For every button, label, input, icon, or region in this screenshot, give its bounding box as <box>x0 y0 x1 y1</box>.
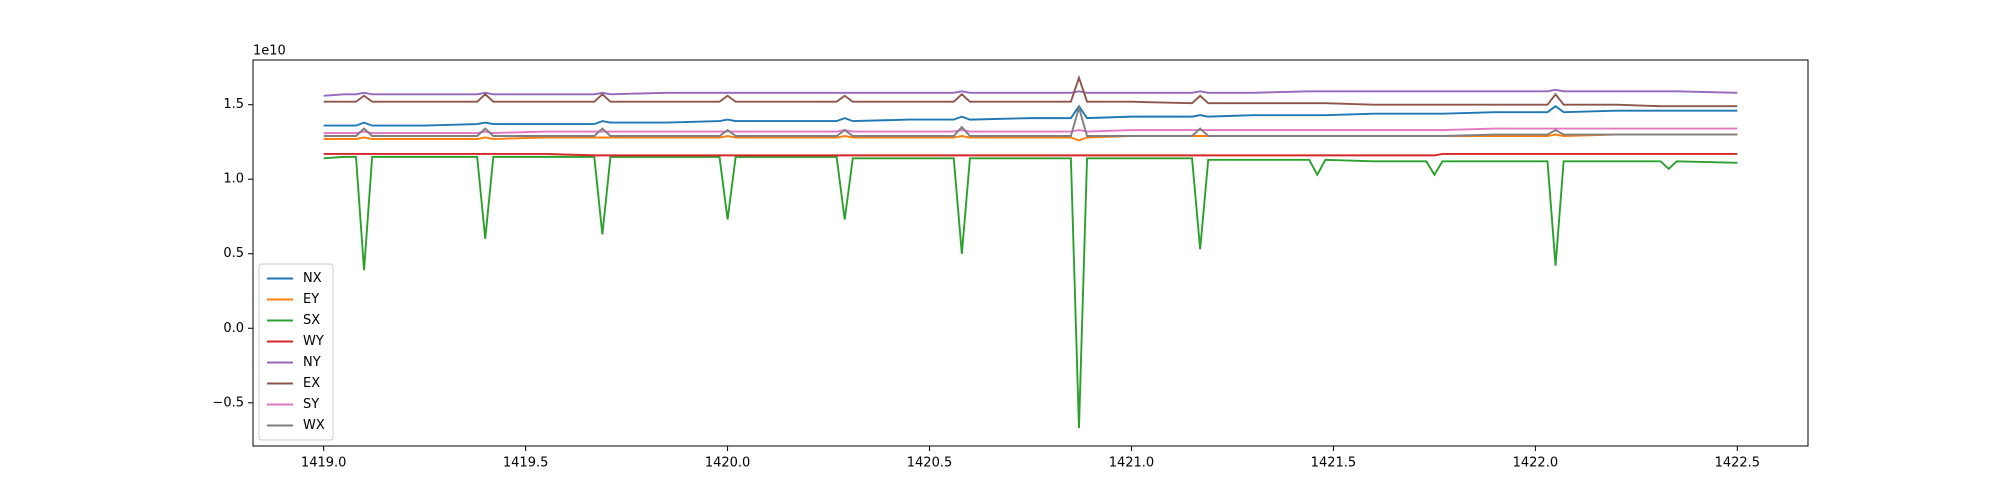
x-tick-label: 1420.0 <box>705 456 751 471</box>
series-line <box>323 104 1738 127</box>
y-tick-label: 1.5 <box>223 97 244 112</box>
x-tick-label: 1419.0 <box>301 456 347 471</box>
legend-label: WX <box>303 418 325 433</box>
series-line <box>323 88 1738 97</box>
y-tick-label: 1.0 <box>223 172 244 187</box>
series-line <box>323 104 1738 137</box>
legend-label: SY <box>303 397 319 412</box>
legend-label: SX <box>303 313 320 328</box>
legend-label: WY <box>303 334 324 349</box>
x-tick-label: 1421.0 <box>1109 456 1155 471</box>
series-line <box>323 155 1738 429</box>
series-line <box>323 133 1738 142</box>
x-tick-label: 1419.5 <box>503 456 549 471</box>
y-tick-label: 0.5 <box>223 246 244 261</box>
axes-frame <box>252 59 1809 447</box>
legend-box <box>258 263 334 441</box>
legend-label: NY <box>303 355 321 370</box>
series-line <box>323 152 1738 157</box>
offset-text: 1e10 <box>253 44 286 59</box>
series-line <box>323 127 1738 134</box>
x-tick-label: 1420.5 <box>907 456 953 471</box>
x-tick-label: 1422.5 <box>1715 456 1761 471</box>
series-line <box>323 74 1738 108</box>
legend-label: EX <box>303 376 320 391</box>
legend-label: EY <box>303 292 319 307</box>
x-tick-label: 1422.0 <box>1513 456 1559 471</box>
y-tick-label: −0.5 <box>212 395 244 410</box>
legend-label: NX <box>303 271 322 286</box>
y-tick-label: 0.0 <box>223 321 244 336</box>
x-tick-label: 1421.5 <box>1311 456 1357 471</box>
